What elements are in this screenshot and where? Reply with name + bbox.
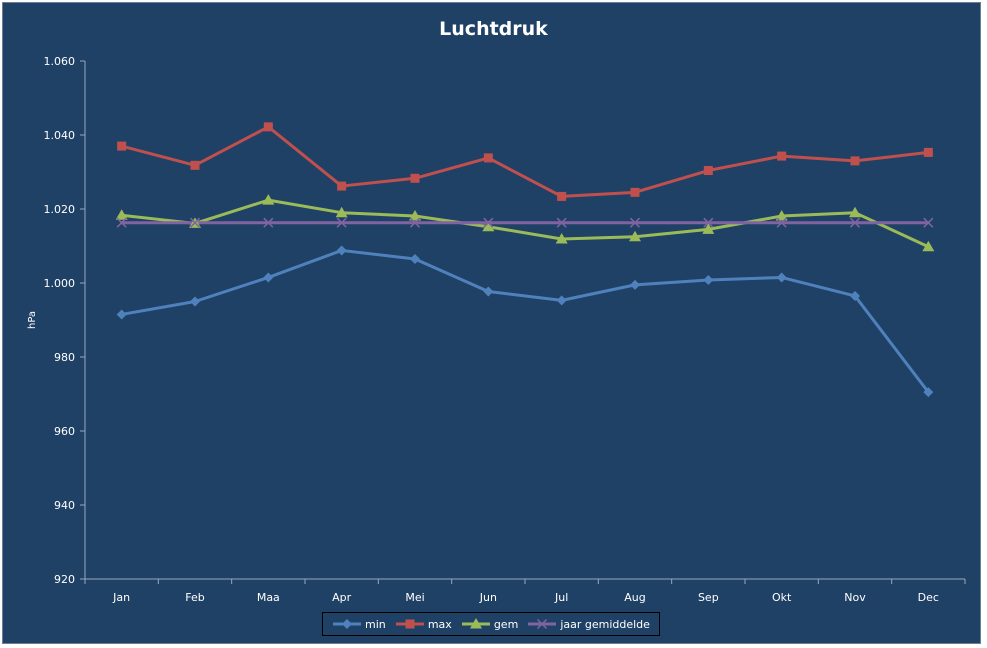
x-tick-label: Apr bbox=[332, 591, 352, 604]
x-tick-label: Maa bbox=[257, 591, 280, 604]
data-point-jaar-gemiddelde bbox=[189, 217, 201, 228]
data-point-min bbox=[483, 286, 494, 297]
y-tick-label: 940 bbox=[54, 499, 75, 512]
data-point-jaar-gemiddelde bbox=[923, 217, 934, 228]
data-point-jaar-gemiddelde bbox=[629, 217, 641, 228]
y-tick-label: 1.020 bbox=[44, 203, 76, 216]
y-tick-label: 1.060 bbox=[44, 55, 76, 68]
data-point-gem bbox=[849, 206, 861, 218]
legend-label-jaar-gemiddelde: jaar gemiddelde bbox=[560, 617, 650, 631]
x-tick-label: Dec bbox=[918, 591, 939, 604]
legend-swatch-jaar-gemiddelde bbox=[528, 618, 557, 630]
y-tick-label: 920 bbox=[54, 573, 75, 586]
series-line-min bbox=[120, 248, 930, 394]
data-point-max bbox=[850, 156, 860, 166]
data-point-gem bbox=[629, 230, 641, 242]
data-point-min bbox=[336, 245, 347, 256]
legend-item-max: max bbox=[395, 618, 452, 631]
chart-title: Luchtdruk bbox=[439, 18, 548, 40]
data-point-max bbox=[410, 173, 420, 183]
data-point-max bbox=[703, 166, 713, 176]
data-point-jaar-gemiddelde bbox=[483, 217, 494, 228]
data-point-jaar-gemiddelde bbox=[263, 217, 274, 228]
legend-swatch-gem bbox=[461, 618, 490, 629]
data-point-gem bbox=[115, 209, 128, 220]
data-point-gem bbox=[555, 232, 568, 244]
series-line-gem bbox=[120, 198, 930, 249]
legend-label-min: min bbox=[365, 617, 386, 631]
data-point-min bbox=[630, 279, 640, 290]
x-tick-label: Nov bbox=[844, 591, 866, 604]
data-point-max bbox=[263, 122, 273, 132]
data-point-min bbox=[703, 275, 714, 286]
data-point-gem bbox=[262, 194, 275, 205]
data-point-max bbox=[557, 191, 567, 201]
data-point-jaar-gemiddelde bbox=[336, 217, 347, 228]
data-point-min bbox=[776, 272, 787, 283]
x-tick-label: Jul bbox=[554, 591, 568, 604]
data-point-min bbox=[556, 295, 567, 306]
data-point-max bbox=[777, 151, 787, 161]
legend-label-max: max bbox=[427, 617, 452, 631]
legend-swatch-min bbox=[333, 619, 362, 629]
x-tick-label: Feb bbox=[185, 591, 204, 604]
x-tick-label: Jan bbox=[112, 591, 130, 604]
legend-item-jaar-gemiddelde: jaar gemiddelde bbox=[527, 618, 650, 631]
y-axis-title: hPa bbox=[27, 311, 38, 329]
data-point-gem bbox=[409, 210, 421, 221]
y-tick-label: 1.000 bbox=[44, 277, 76, 290]
data-point-jaar-gemiddelde bbox=[409, 217, 421, 228]
y-tick-label: 980 bbox=[54, 351, 75, 364]
data-point-min bbox=[263, 272, 274, 283]
legend: min max gem jaar gemiddelde bbox=[322, 612, 660, 636]
data-point-gem bbox=[335, 206, 348, 218]
data-point-min bbox=[923, 387, 934, 398]
data-point-jaar-gemiddelde bbox=[849, 217, 861, 228]
data-point-gem bbox=[702, 223, 715, 234]
y-tick-label: 960 bbox=[54, 425, 75, 438]
data-point-jaar-gemiddelde bbox=[116, 217, 127, 228]
data-point-min bbox=[190, 296, 200, 307]
x-tick-label: Jun bbox=[479, 591, 497, 604]
data-point-min bbox=[410, 253, 420, 264]
data-point-max bbox=[923, 147, 933, 157]
data-point-max bbox=[483, 153, 493, 163]
x-tick-label: Aug bbox=[624, 591, 645, 604]
legend-item-gem: gem bbox=[461, 618, 518, 631]
data-point-max bbox=[337, 181, 347, 191]
x-tick-label: Sep bbox=[698, 591, 719, 604]
x-tick-label: Okt bbox=[772, 591, 792, 604]
data-point-min bbox=[116, 309, 127, 320]
x-tick-label: Mei bbox=[405, 591, 424, 604]
legend-swatch-max bbox=[395, 619, 424, 629]
series-line-max bbox=[120, 125, 930, 198]
data-point-jaar-gemiddelde bbox=[703, 217, 714, 228]
data-point-max bbox=[117, 141, 127, 151]
data-point-gem bbox=[775, 210, 788, 221]
data-point-jaar-gemiddelde bbox=[556, 217, 567, 228]
data-point-max bbox=[630, 187, 640, 197]
data-point-max bbox=[190, 160, 200, 170]
data-point-gem bbox=[922, 240, 935, 252]
legend-label-gem: gem bbox=[493, 617, 519, 631]
data-point-gem bbox=[482, 220, 495, 232]
data-point-min bbox=[850, 290, 860, 301]
data-point-jaar-gemiddelde bbox=[776, 217, 787, 228]
legend-item-min: min bbox=[332, 618, 386, 631]
y-tick-label: 1.040 bbox=[44, 129, 76, 142]
